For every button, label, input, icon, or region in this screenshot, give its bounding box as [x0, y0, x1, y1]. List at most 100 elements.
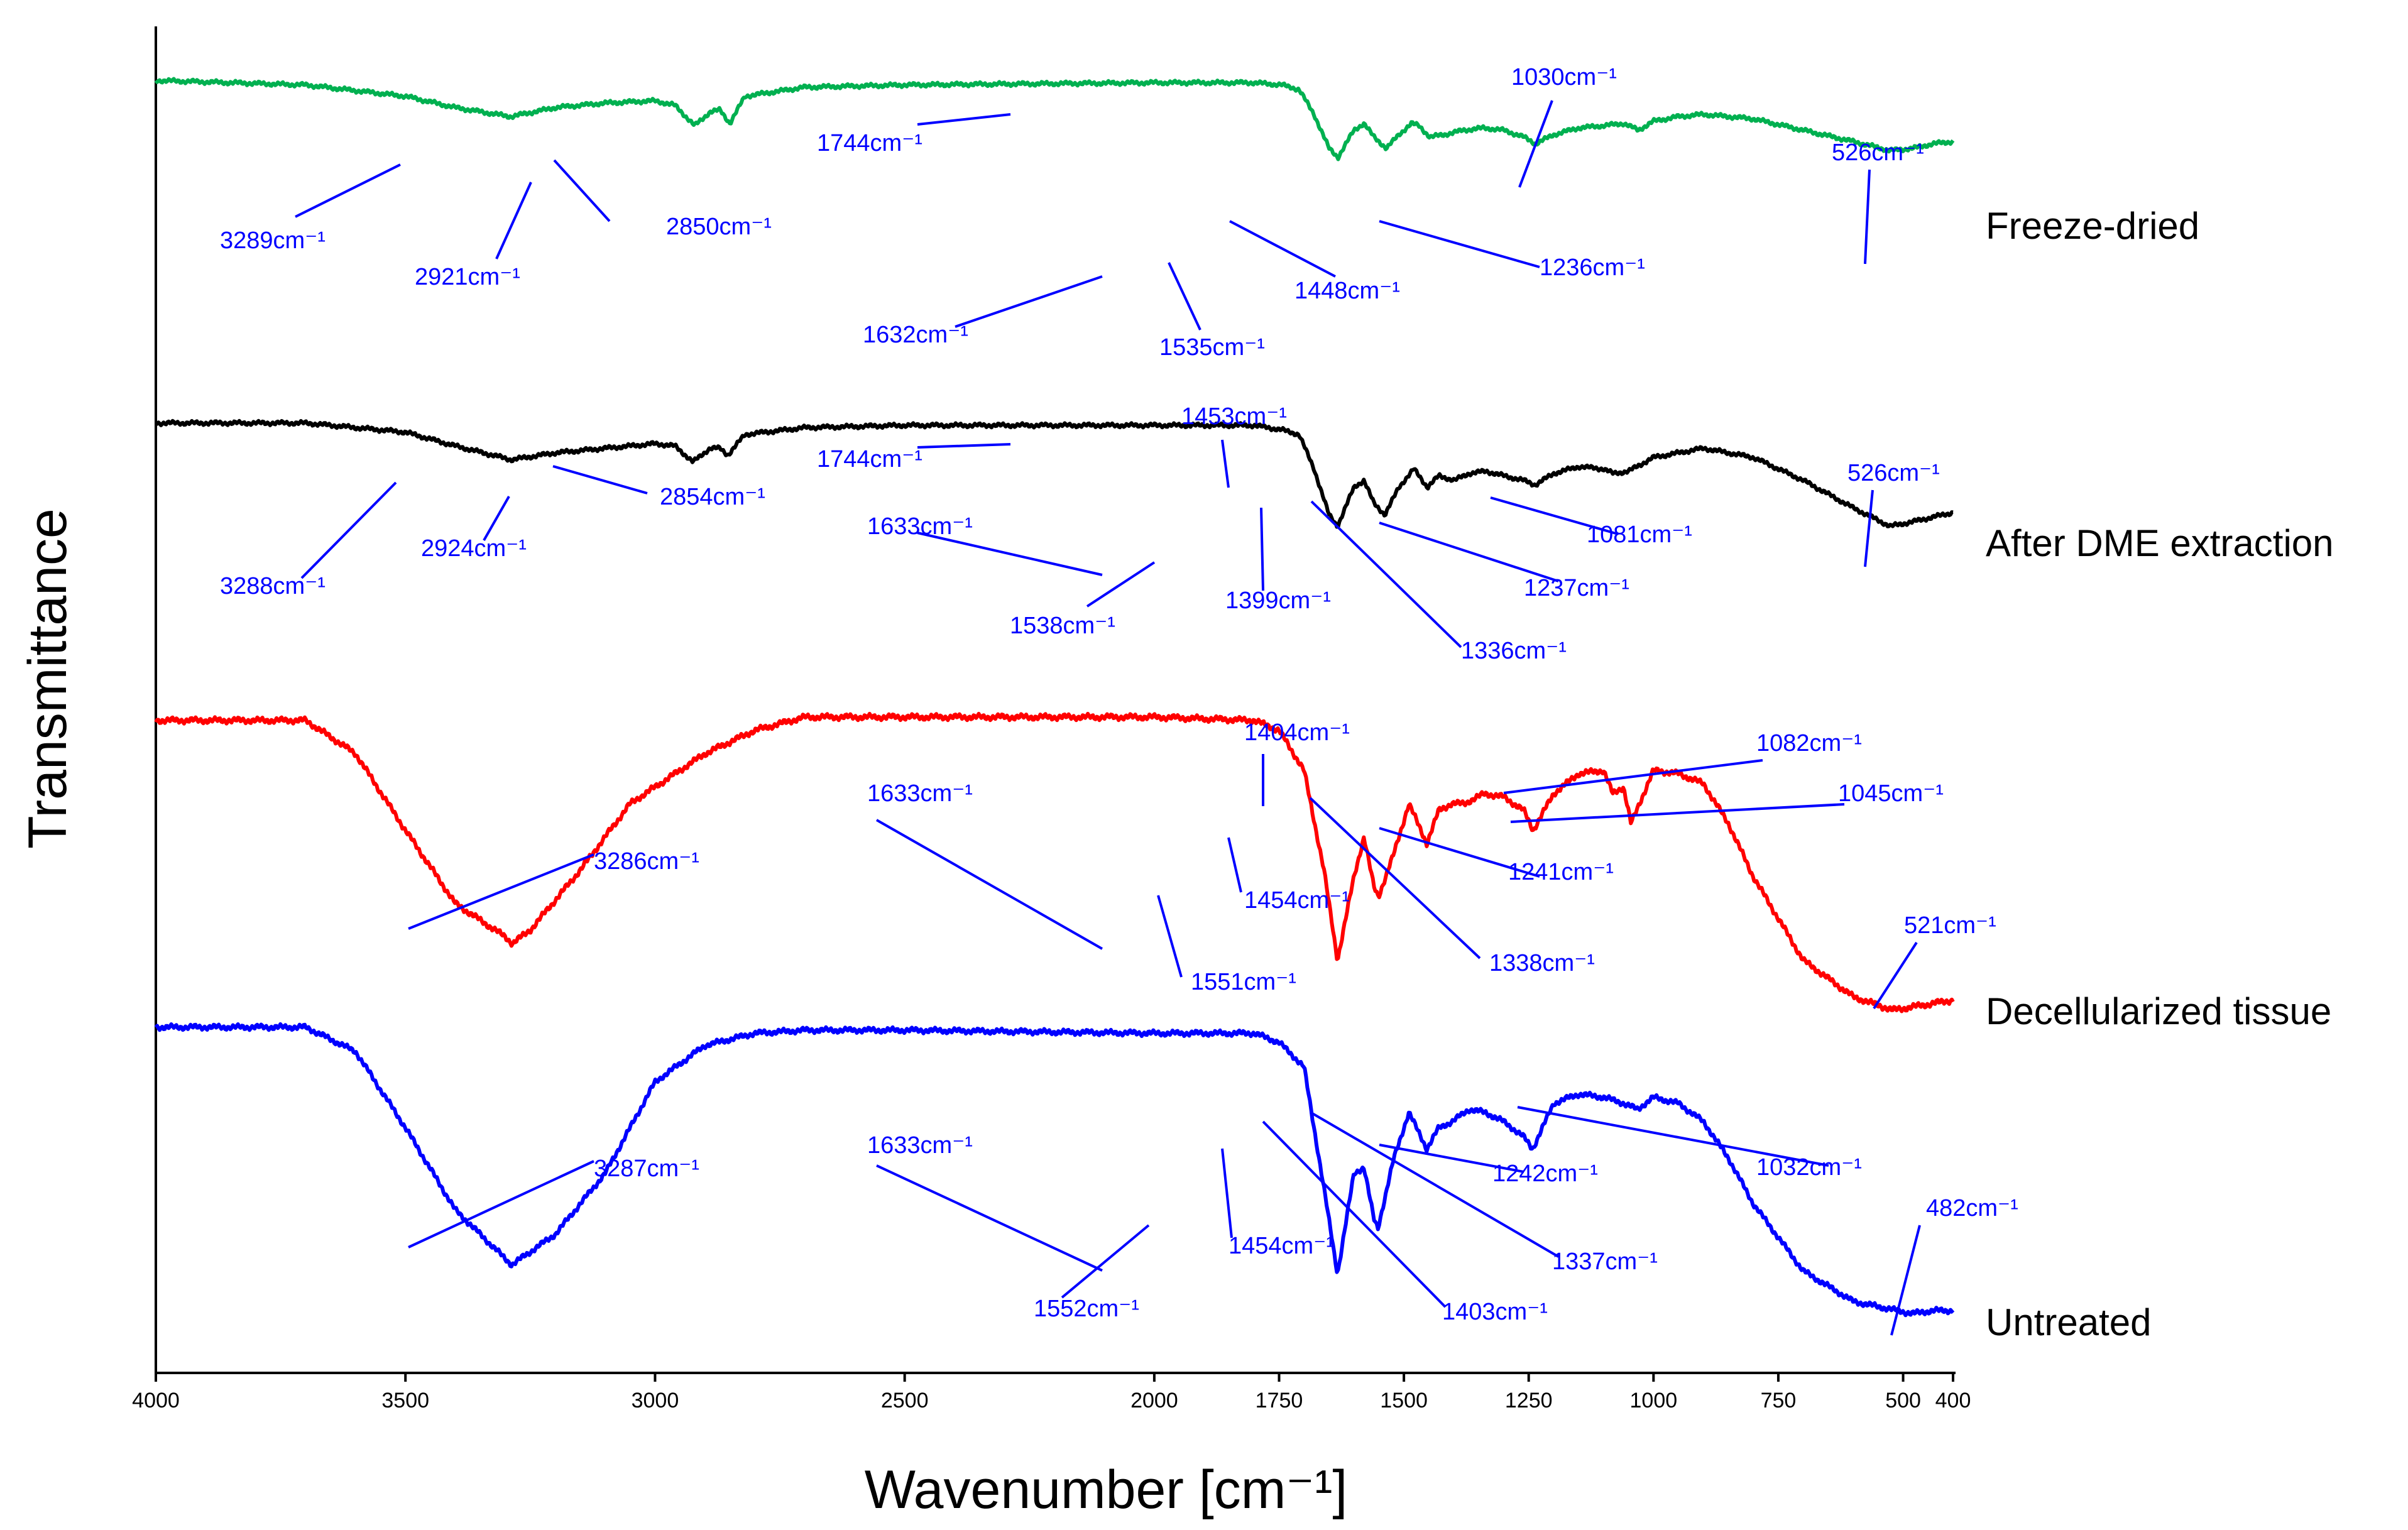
annotation-leader-line — [300, 481, 397, 579]
annotation-leader-line — [1379, 220, 1540, 268]
x-tick-label: 4000 — [132, 1389, 180, 1413]
peak-annotation: 2850cm⁻¹ — [666, 214, 772, 240]
annotation-leader-line — [1309, 1111, 1560, 1258]
peak-annotation: 2921cm⁻¹ — [415, 264, 520, 290]
annotation-leader-line — [1379, 1144, 1524, 1173]
annotation-leader-line — [1309, 797, 1481, 959]
peak-annotation: 1242cm⁻¹ — [1492, 1161, 1598, 1187]
peak-annotations: 3289cm⁻¹ 2921cm⁻¹ 2850cm⁻¹ 1744cm⁻¹ 1632cm⁻¹… — [220, 64, 2018, 1336]
annotation-leader-line — [1864, 169, 1871, 265]
peak-annotation: 1551cm⁻¹ — [1191, 969, 1296, 995]
peak-annotation: 2854cm⁻¹ — [660, 484, 765, 510]
annotation-leader-line — [1221, 1148, 1233, 1238]
peak-annotation: 1633cm⁻¹ — [867, 1132, 973, 1159]
peak-annotation: 1633cm⁻¹ — [867, 780, 973, 807]
annotation-leader-line — [1490, 496, 1619, 535]
x-tick-label: 500 — [1885, 1389, 1921, 1413]
annotation-leader-line — [295, 163, 401, 218]
peak-annotation: 1336cm⁻¹ — [1461, 638, 1567, 664]
annotation-leader-line — [1260, 507, 1264, 591]
peak-annotation: 3289cm⁻¹ — [220, 227, 326, 254]
x-tick-label: 1250 — [1505, 1389, 1553, 1413]
x-axis-title: Wavenumber [cm⁻¹] — [865, 1460, 1348, 1520]
peak-annotation: 1403cm⁻¹ — [1442, 1299, 1548, 1325]
peak-annotation: 482cm⁻¹ — [1926, 1195, 2018, 1221]
annotation-leader-line — [1221, 439, 1230, 488]
peak-annotation: 1535cm⁻¹ — [1159, 334, 1265, 361]
annotation-leader-line — [955, 275, 1103, 328]
annotation-leader-line — [917, 532, 1103, 576]
series-label-3: Untreated — [1986, 1301, 2152, 1343]
series-line-1 — [155, 418, 1954, 529]
peak-annotation: 1632cm⁻¹ — [863, 322, 968, 348]
annotation-leader-line — [1310, 500, 1462, 648]
peak-annotation: 1453cm⁻¹ — [1181, 403, 1287, 430]
peak-annotation: 1448cm⁻¹ — [1294, 278, 1400, 304]
annotation-leader-line — [1229, 220, 1336, 278]
annotation-leader-line — [876, 819, 1103, 950]
peak-annotation: 1399cm⁻¹ — [1225, 587, 1331, 614]
annotation-leader-line — [876, 1164, 1103, 1272]
peak-annotation: 1744cm⁻¹ — [817, 446, 922, 473]
series-line-3 — [154, 1022, 1955, 1318]
peak-annotation: 526cm⁻¹ — [1832, 139, 1924, 166]
annotation-leader-line — [917, 443, 1011, 449]
peak-annotation: 1538cm⁻¹ — [1010, 613, 1115, 639]
x-tick-label: 1500 — [1380, 1389, 1428, 1413]
peak-annotation: 1241cm⁻¹ — [1508, 859, 1614, 885]
annotation-leader-line — [1061, 1224, 1150, 1299]
series-label-0: Freeze-dried — [1986, 205, 2199, 247]
series-label-1: After DME extraction — [1986, 522, 2334, 564]
annotation-leader-line — [1510, 803, 1845, 823]
annotation-leader-line — [553, 159, 611, 222]
x-tick-label: 2500 — [881, 1389, 929, 1413]
series-labels: Freeze-dried After DME extraction Decellul… — [1986, 205, 2334, 1343]
y-axis-title: Transmittance — [18, 508, 78, 849]
annotation-leader-line — [1518, 100, 1553, 188]
series-line-2 — [154, 711, 1955, 1014]
peak-annotation: 1552cm⁻¹ — [1034, 1296, 1139, 1322]
x-tick-label: 1750 — [1256, 1389, 1303, 1413]
annotation-leader-line — [917, 113, 1011, 126]
x-tick-label: 3000 — [632, 1389, 679, 1413]
peak-annotation: 3287cm⁻¹ — [594, 1156, 699, 1182]
peak-annotation: 3286cm⁻¹ — [594, 848, 699, 875]
peak-annotation: 1236cm⁻¹ — [1540, 254, 1645, 281]
annotation-leader-line — [1379, 522, 1559, 582]
peak-annotation: 1744cm⁻¹ — [817, 130, 922, 156]
series-traces — [154, 77, 1955, 1318]
x-tick-label: 3500 — [381, 1389, 429, 1413]
peak-annotation: 521cm⁻¹ — [1904, 912, 1996, 939]
peak-annotation: 1337cm⁻¹ — [1552, 1249, 1658, 1275]
peak-annotation: 526cm⁻¹ — [1847, 460, 1940, 486]
annotation-leader-line — [1168, 262, 1201, 331]
peak-annotation: 1032cm⁻¹ — [1756, 1154, 1862, 1181]
annotation-leader-line — [1890, 1225, 1921, 1336]
annotation-leader-line — [1517, 1106, 1829, 1167]
x-tick-label: 750 — [1761, 1389, 1797, 1413]
peak-annotation: 1633cm⁻¹ — [867, 513, 973, 540]
annotation-leader-line — [1379, 827, 1540, 878]
annotation-leader-line — [408, 853, 594, 930]
annotation-leader-line — [1086, 561, 1156, 608]
peak-annotation: 1237cm⁻¹ — [1524, 575, 1629, 601]
annotation-leader-line — [483, 496, 510, 541]
peak-annotation: 1081cm⁻¹ — [1587, 522, 1692, 548]
peak-annotation: 1404cm⁻¹ — [1244, 719, 1350, 746]
annotation-leader-line — [1503, 759, 1763, 794]
peak-annotation: 1082cm⁻¹ — [1756, 730, 1862, 757]
series-label-2: Decellularized tissue — [1986, 990, 2331, 1032]
annotation-leader-line — [1157, 895, 1183, 978]
series-line-0 — [154, 77, 1955, 161]
annotation-leader-line — [1227, 837, 1242, 893]
peak-annotation: 1030cm⁻¹ — [1511, 64, 1617, 90]
annotation-leader-line — [408, 1160, 594, 1249]
x-tick-label: 1000 — [1630, 1389, 1678, 1413]
peak-annotation: 2924cm⁻¹ — [421, 535, 527, 562]
annotation-leader-line — [552, 465, 648, 495]
peak-annotation: 3288cm⁻¹ — [220, 573, 326, 599]
peak-annotation: 1454cm⁻¹ — [1229, 1233, 1334, 1259]
x-ticks: 4000 3500 3000 2500 2000 1750 1500 1250 1000 750 5… — [132, 1373, 1971, 1413]
peak-annotation: 1045cm⁻¹ — [1838, 780, 1944, 807]
